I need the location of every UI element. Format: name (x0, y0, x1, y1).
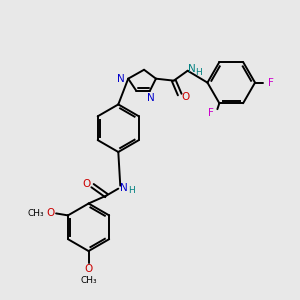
Text: H: H (128, 186, 135, 195)
Text: H: H (195, 68, 202, 77)
Text: F: F (208, 108, 214, 118)
Text: CH₃: CH₃ (28, 209, 45, 218)
Text: O: O (182, 92, 190, 101)
Text: O: O (82, 179, 91, 189)
Text: N: N (117, 74, 125, 84)
Text: N: N (120, 183, 128, 193)
Text: O: O (84, 264, 93, 274)
Text: O: O (46, 208, 54, 218)
Text: N: N (188, 64, 196, 74)
Text: N: N (147, 94, 155, 103)
Text: CH₃: CH₃ (80, 276, 97, 285)
Text: F: F (268, 78, 274, 88)
